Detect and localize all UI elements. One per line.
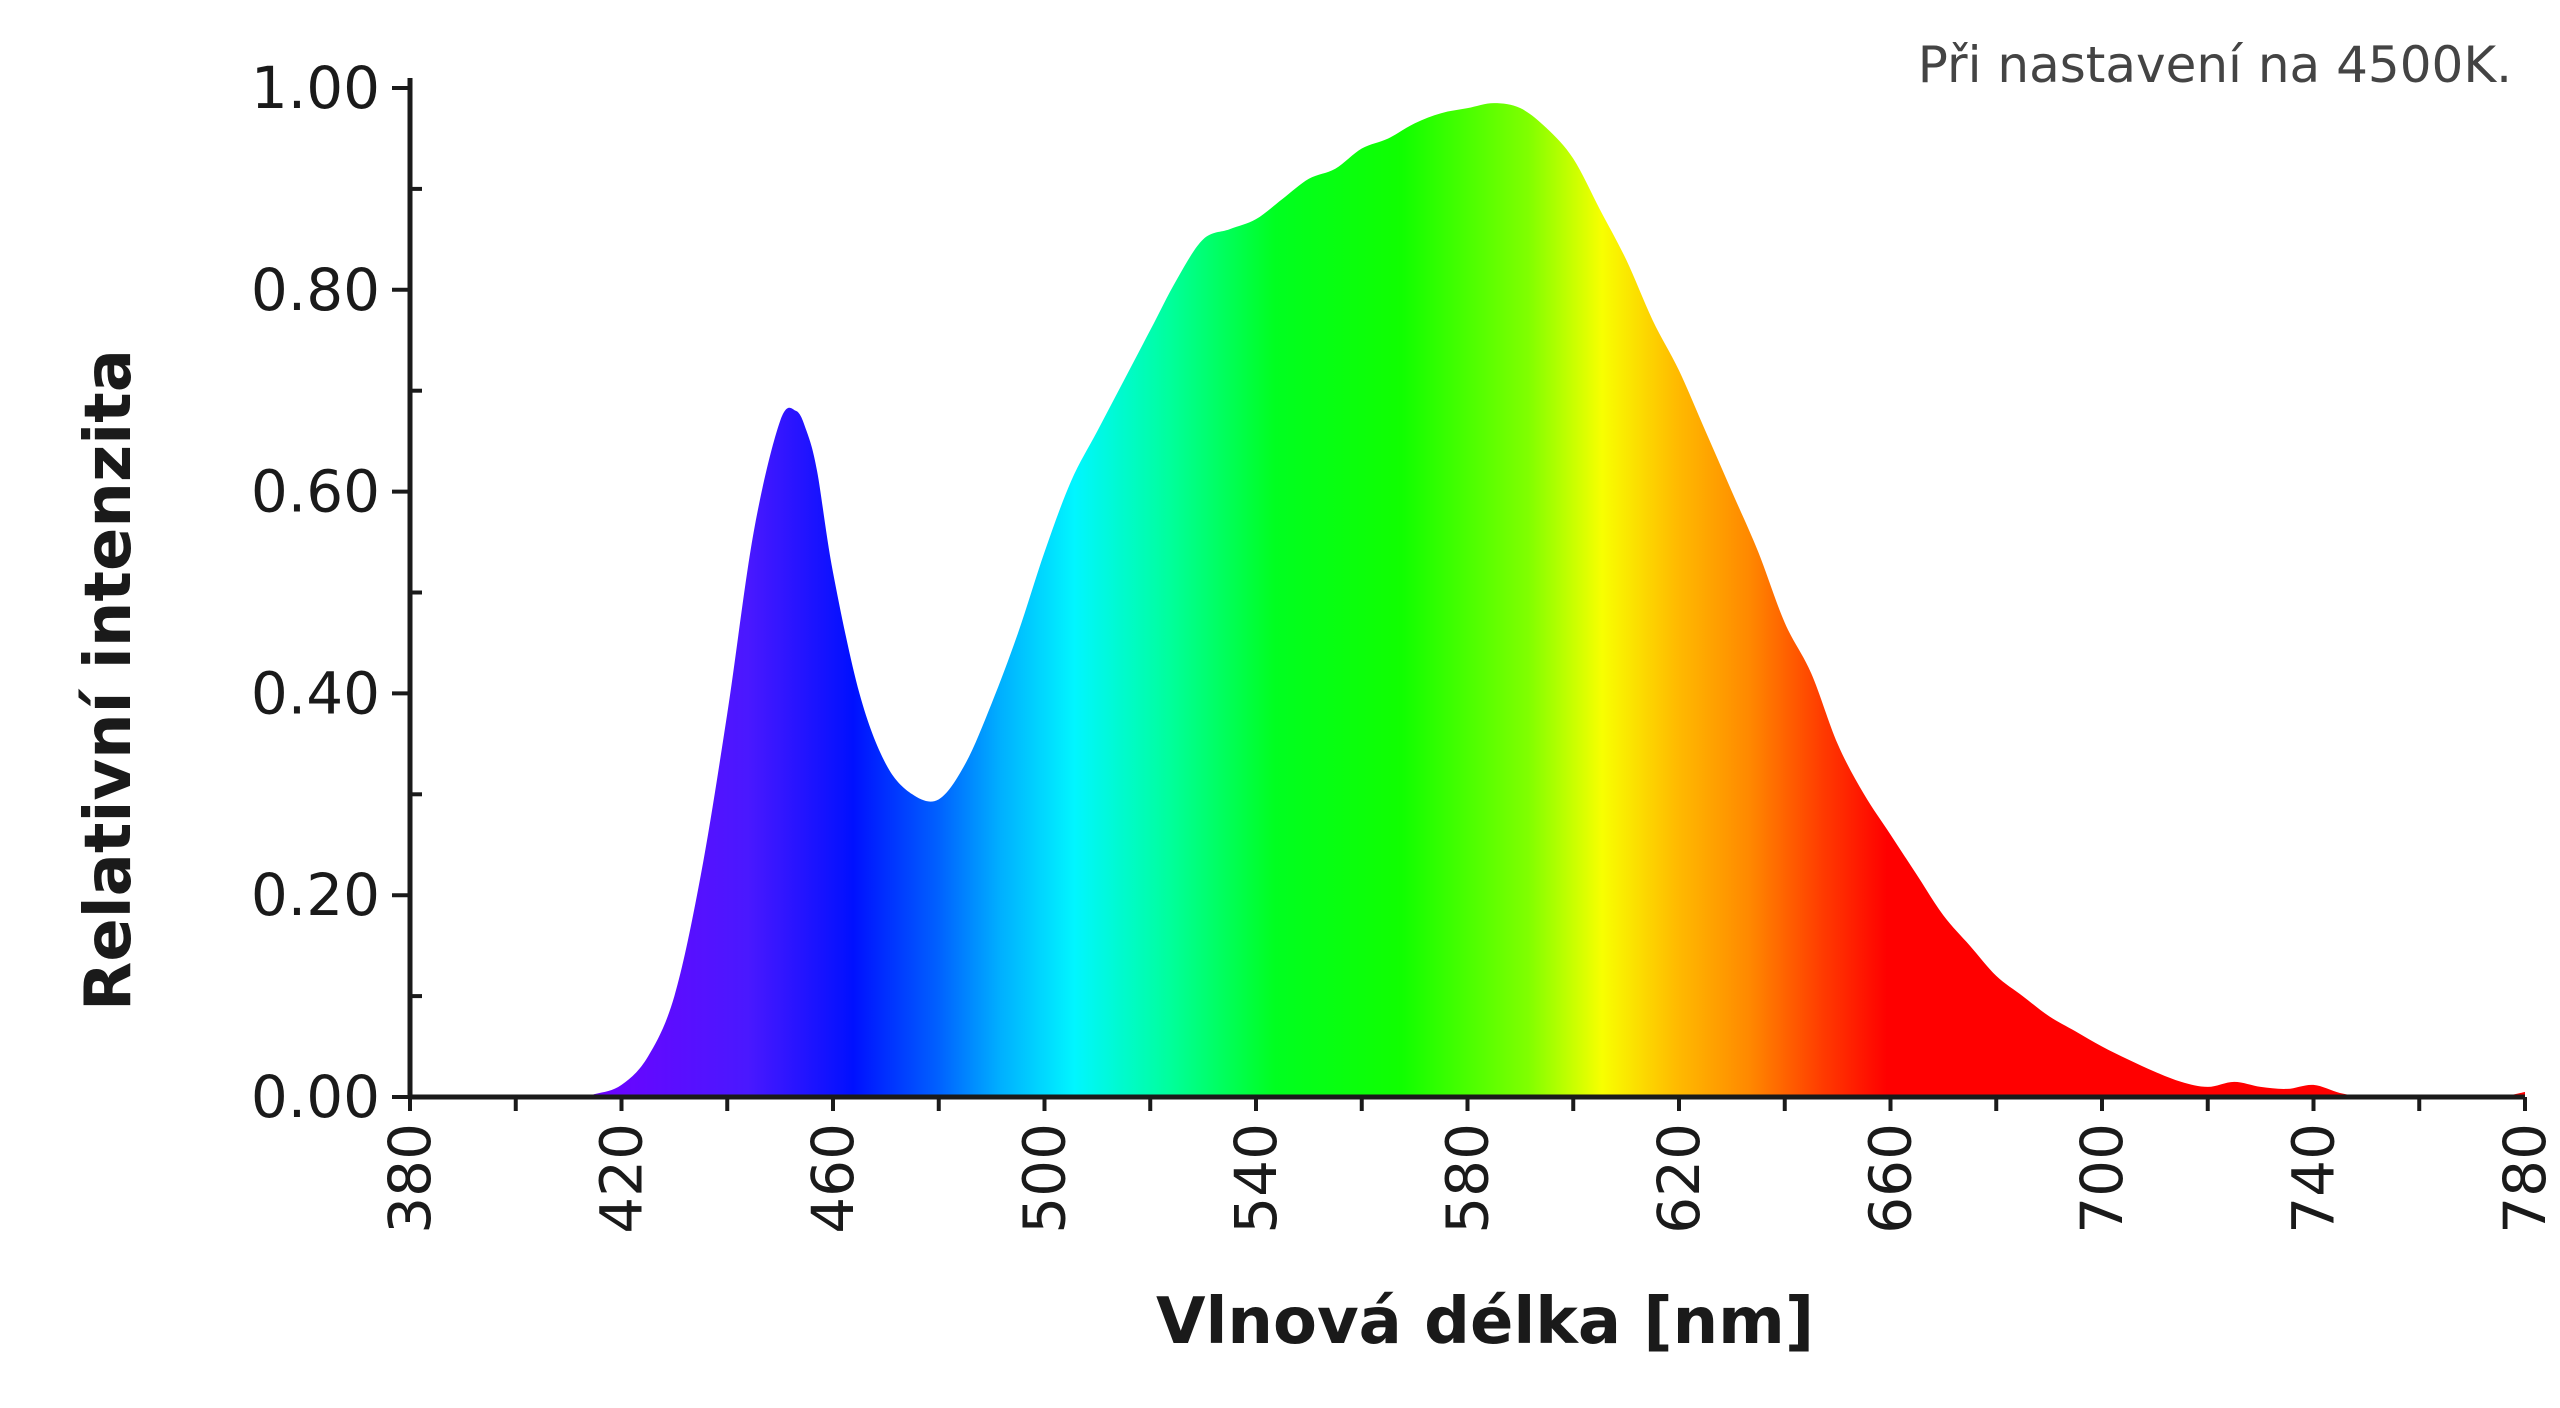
x-tick-label: 580 bbox=[1434, 1123, 1502, 1234]
x-tick-label: 540 bbox=[1222, 1123, 1290, 1234]
x-tick-label: 660 bbox=[1857, 1123, 1925, 1234]
x-axis-ticks: 380 420 460 500 540 580 620 660 700 740 780 bbox=[376, 1097, 2559, 1234]
y-tick-label: 0.80 bbox=[251, 256, 380, 324]
x-tick-label: 620 bbox=[1645, 1123, 1713, 1234]
y-tick-label: 0.60 bbox=[251, 458, 380, 526]
spectrum-area bbox=[410, 103, 2525, 1097]
x-tick-label: 420 bbox=[588, 1123, 656, 1234]
x-tick-label: 700 bbox=[2068, 1123, 2136, 1234]
chart-annotation: Při nastavení na 4500K. bbox=[1918, 36, 2512, 94]
y-tick-label: 0.40 bbox=[251, 659, 380, 727]
y-tick-label: 1.00 bbox=[251, 54, 380, 122]
x-tick-label: 780 bbox=[2491, 1123, 2559, 1234]
x-tick-label: 460 bbox=[799, 1123, 867, 1234]
x-axis-title: Vlnová délka [nm] bbox=[1156, 1285, 1814, 1359]
y-tick-label: 0.00 bbox=[251, 1063, 380, 1131]
x-tick-label: 740 bbox=[2280, 1123, 2348, 1234]
x-tick-label: 500 bbox=[1011, 1123, 1079, 1234]
y-axis-ticks: 0.00 0.20 0.40 0.60 0.80 1.00 bbox=[251, 54, 422, 1131]
y-axis-title: Relativní intenzita bbox=[72, 349, 146, 1011]
x-tick-label: 380 bbox=[376, 1123, 444, 1234]
y-tick-label: 0.20 bbox=[251, 861, 380, 929]
